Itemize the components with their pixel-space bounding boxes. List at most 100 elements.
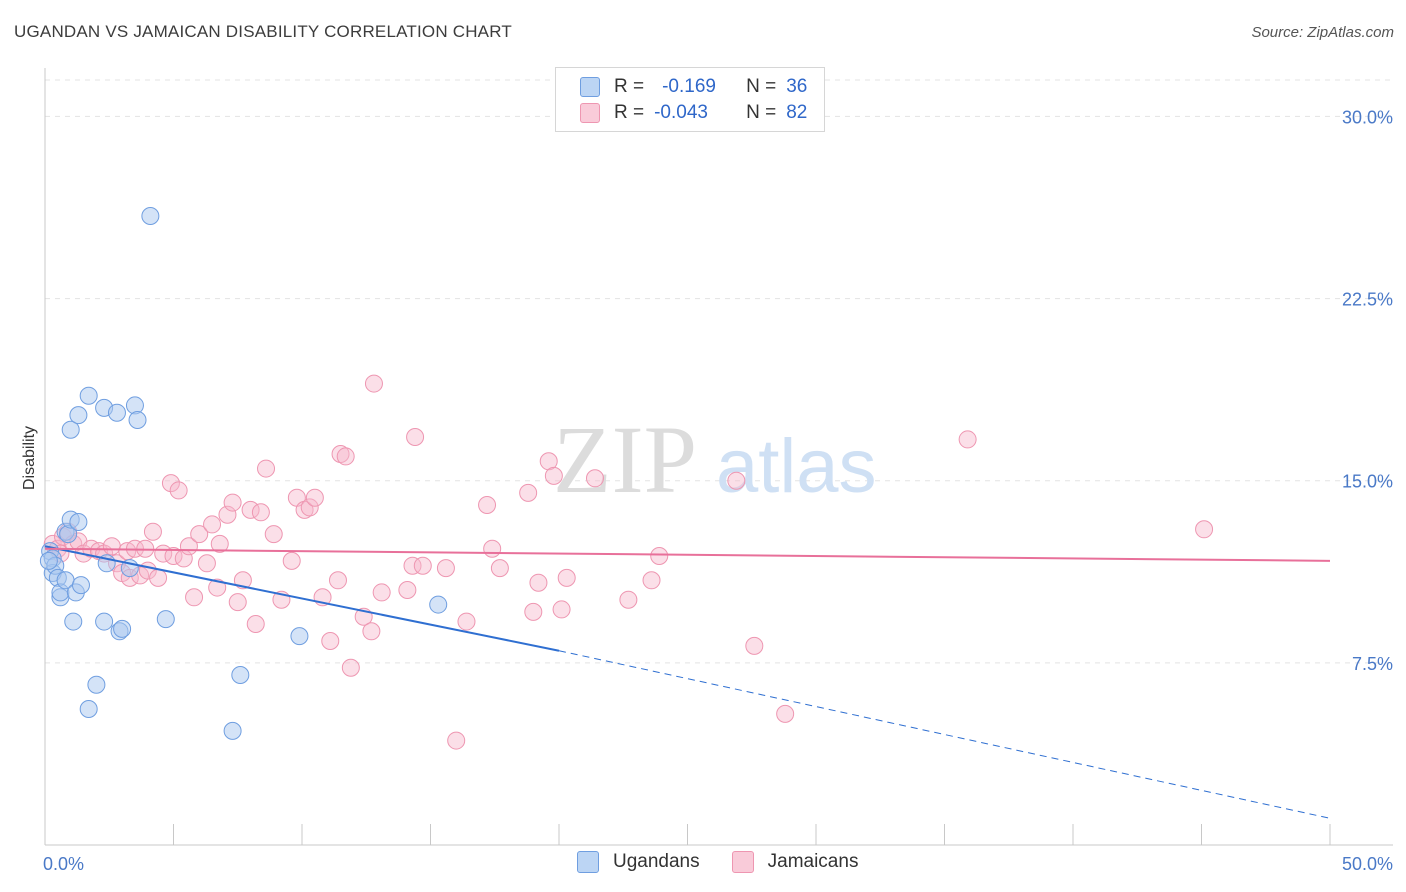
jamaicans-point [328, 571, 347, 590]
watermark-zip: ZIP [553, 406, 697, 513]
legend-row-jamaicans: R = -0.043 N = 82 [580, 101, 807, 125]
n-value: 36 [786, 76, 808, 97]
jamaicans-point [362, 622, 381, 641]
r-label: R = [614, 102, 645, 123]
jamaicans-points [43, 374, 1214, 750]
jamaicans-point [210, 534, 229, 553]
series-legend: Ugandans Jamaicans [577, 851, 890, 873]
jamaicans-point [650, 547, 669, 565]
ugandans-point [113, 619, 132, 638]
y-tick-label: 22.5% [1342, 290, 1393, 310]
jamaicans-point [364, 374, 383, 393]
jamaicans-point [197, 554, 216, 573]
n-label: N = [746, 76, 777, 97]
axes [44, 68, 1393, 846]
ugandans-trend-extension [558, 650, 1331, 819]
jamaicans-point [321, 632, 340, 650]
correlation-legend: R = -0.169 N = 36 R = -0.043 N = 82 [555, 67, 825, 132]
jamaicans-point [372, 583, 391, 602]
jamaicans-point [958, 430, 977, 449]
jamaicans-point [218, 505, 237, 524]
jamaicans-point [727, 471, 746, 490]
legend-label-jamaicans: Jamaicans [767, 851, 859, 872]
jamaicans-point [282, 551, 301, 570]
ugandans-point [128, 411, 147, 429]
ugandans-point [231, 666, 250, 684]
jamaicans-point [406, 428, 425, 446]
jamaicans-point [251, 503, 270, 522]
jamaicans-point [519, 483, 538, 502]
legend-item-jamaicans: Jamaicans [731, 851, 859, 873]
watermark-atlas: atlas [716, 424, 877, 509]
legend-label-ugandans: Ugandans [613, 851, 700, 872]
jamaicans-point [490, 559, 509, 578]
tick-labels: 7.5% 15.0% 22.5% 30.0% 0.0% 50.0% [43, 107, 1393, 874]
jamaicans-point [228, 593, 247, 612]
r-value: -0.043 [654, 102, 708, 123]
ugandans-point [39, 551, 58, 570]
jamaicans-point [246, 615, 265, 633]
jamaicans-point [539, 452, 558, 471]
ugandans-point [156, 610, 175, 629]
r-value: -0.169 [662, 76, 716, 97]
y-tick-label: 15.0% [1342, 472, 1393, 492]
ugandans-point [61, 420, 80, 439]
jamaicans-point [478, 496, 497, 514]
jamaicans-point [483, 539, 502, 558]
jamaicans-point [185, 588, 204, 607]
chart-title: UGANDAN VS JAMAICAN DISABILITY CORRELATI… [14, 22, 512, 41]
trend-lines [44, 545, 1331, 819]
jamaicans-point [776, 704, 795, 723]
jamaicans-point [413, 556, 432, 575]
jamaicans-point [544, 466, 563, 485]
jamaicans-point [257, 459, 276, 478]
jamaicans-swatch [580, 103, 600, 123]
jamaicans-point [305, 488, 324, 507]
jamaicans-point [745, 636, 764, 655]
jamaicans-point [264, 525, 283, 544]
jamaicans-point [642, 571, 661, 590]
jamaicans-point [190, 525, 209, 544]
ugandans-swatch [580, 77, 600, 97]
jamaicans-trend-line [44, 547, 1331, 562]
ugandans-point [107, 403, 126, 422]
jamaicans-point [102, 537, 121, 556]
jamaicans-point [300, 498, 319, 517]
jamaicans-point [552, 600, 571, 619]
jamaicans-point [398, 581, 417, 599]
jamaicans-point [149, 568, 168, 587]
ugandans-point [223, 721, 242, 740]
source-label: Source: ZipAtlas.com [1251, 24, 1394, 41]
x-tick-label: 50.0% [1342, 854, 1393, 874]
y-axis-title: Disability [21, 426, 38, 490]
ugandans-point [87, 675, 106, 694]
ugandans-point [69, 406, 88, 425]
jamaicans-point [208, 578, 227, 597]
jamaicans-point [203, 515, 222, 534]
jamaicans-point [233, 571, 252, 590]
jamaicans-point [447, 731, 466, 750]
ugandans-point [290, 627, 309, 646]
jamaicans-point [557, 568, 576, 587]
jamaicans-point [161, 474, 180, 493]
ugandans-point [79, 386, 98, 405]
ugandans-swatch [577, 851, 599, 873]
jamaicans-point [436, 559, 455, 578]
jamaicans-point [223, 493, 242, 512]
ugandans-point [69, 513, 88, 531]
jamaicans-swatch [731, 851, 754, 873]
jamaicans-point [585, 469, 604, 488]
legend-row-ugandans: R = -0.169 N = 36 [580, 75, 807, 99]
ugandans-trend-line [44, 545, 560, 652]
legend-item-ugandans: Ugandans [577, 851, 700, 873]
jamaicans-point [619, 590, 638, 609]
y-tick-label: 7.5% [1352, 654, 1393, 674]
n-label: N = [746, 102, 777, 123]
jamaicans-point [341, 658, 360, 677]
jamaicans-point [169, 481, 188, 500]
r-label: R = [614, 76, 645, 97]
ugandans-point [429, 595, 448, 614]
jamaicans-point [331, 445, 350, 463]
ugandans-point [64, 612, 83, 631]
